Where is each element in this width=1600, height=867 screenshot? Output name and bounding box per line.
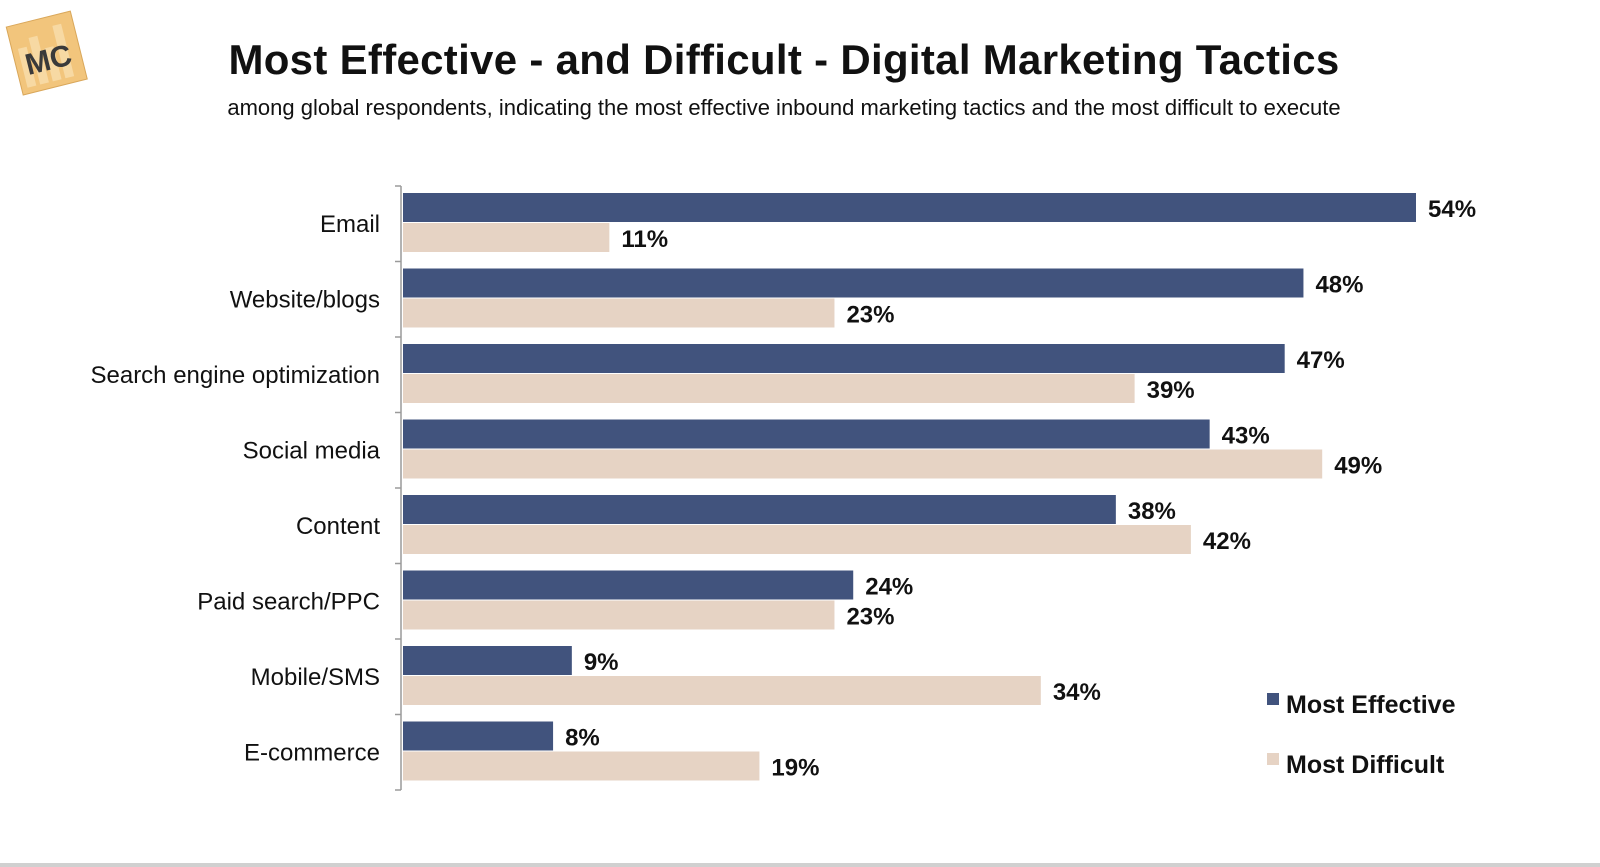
data-label: 42% [1203, 528, 1251, 555]
bar-most-difficult [403, 223, 610, 252]
data-label: 48% [1315, 272, 1363, 299]
data-label: 8% [565, 725, 600, 752]
category-label: Paid search/PPC [197, 589, 380, 616]
category-label: Email [320, 211, 380, 238]
data-label: 43% [1222, 423, 1270, 450]
legend-label-most-difficult: Most Difficult [1286, 751, 1445, 779]
data-label: 24% [865, 574, 913, 601]
bar-most-difficult [403, 600, 835, 630]
bar-most-difficult [403, 298, 835, 328]
bar-most-difficult [403, 525, 1191, 554]
bar-most-effective [403, 495, 1116, 524]
bottom-border [0, 863, 1600, 867]
data-label: 49% [1334, 453, 1382, 480]
category-label: Mobile/SMS [251, 664, 380, 691]
data-label: 23% [846, 604, 894, 631]
category-label: E-commerce [244, 740, 380, 767]
data-label: 19% [771, 755, 819, 782]
bar-most-difficult [403, 449, 1323, 479]
bar-most-effective [403, 344, 1285, 373]
category-label: Search engine optimization [90, 362, 380, 389]
bar-most-effective [403, 570, 854, 600]
bar-most-difficult [403, 751, 760, 781]
chart-subtitle: among global respondents, indicating the… [227, 95, 1341, 120]
data-label: 54% [1428, 196, 1476, 223]
bar-most-difficult [403, 374, 1135, 403]
legend-label-most-effective: Most Effective [1286, 691, 1456, 719]
bar-most-effective [403, 268, 1304, 298]
mc-logo: MC [4, 4, 90, 100]
bar-most-effective [403, 419, 1210, 449]
legend-swatch-most-effective [1267, 693, 1279, 705]
legend-swatch-most-difficult [1267, 753, 1279, 765]
data-label: 23% [846, 302, 894, 329]
category-label: Content [296, 513, 380, 540]
data-label: 9% [584, 649, 619, 676]
data-label: 34% [1053, 679, 1101, 706]
bar-most-effective [403, 193, 1416, 222]
data-label: 39% [1147, 377, 1195, 404]
chart-title: Most Effective - and Difficult - Digital… [228, 36, 1340, 83]
bar-most-effective [403, 646, 572, 675]
bar-most-effective [403, 721, 554, 751]
data-label: 38% [1128, 498, 1176, 525]
data-label: 11% [621, 226, 668, 253]
data-label: 47% [1297, 347, 1345, 374]
bar-most-difficult [403, 676, 1041, 705]
category-label: Website/blogs [230, 287, 380, 314]
category-label: Social media [243, 438, 381, 465]
